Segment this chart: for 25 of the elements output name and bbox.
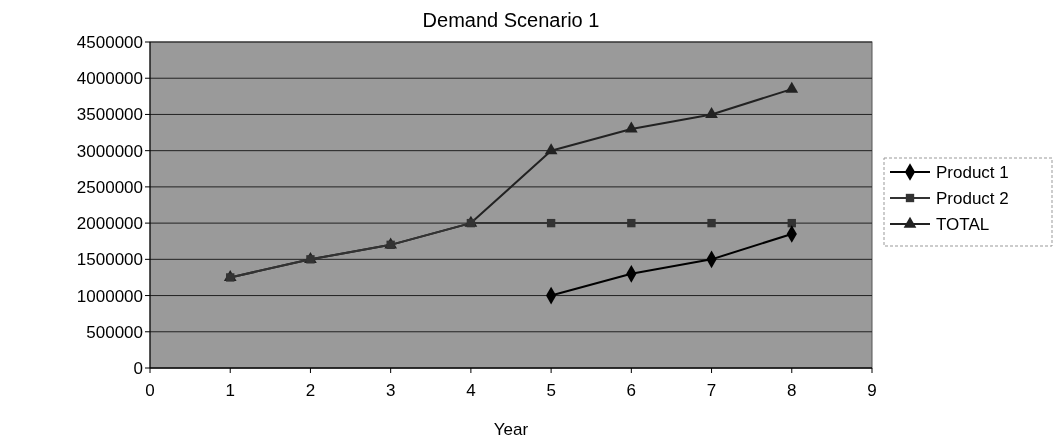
y-tick-label: 0: [133, 358, 143, 378]
y-tick-label: 2000000: [76, 214, 143, 234]
x-tick-label: 7: [706, 381, 717, 400]
x-tick-label: 4: [466, 381, 476, 400]
y-tick-label: 1500000: [76, 250, 143, 270]
x-tick-label: 0: [145, 381, 155, 400]
x-tick-label: 6: [626, 381, 637, 400]
x-tick-label: 1: [225, 381, 235, 400]
legend-label: Product 1: [936, 162, 1009, 182]
x-tick-label: 5: [546, 381, 556, 400]
y-tick-label: 500000: [86, 322, 143, 342]
x-tick-label: 2: [305, 381, 316, 400]
y-tick-label: 3000000: [76, 141, 143, 161]
y-tick-label: 1000000: [76, 286, 143, 306]
x-tick-label: 3: [385, 381, 396, 400]
y-tick-label: 4000000: [76, 69, 143, 89]
legend-label: TOTAL: [936, 214, 990, 234]
x-tick-label: 9: [867, 381, 877, 400]
x-tick-label: 8: [787, 381, 797, 400]
chart-title: Demand Scenario 1: [422, 9, 600, 31]
y-tick-label: 3500000: [76, 105, 143, 125]
y-tick-label: 2500000: [76, 177, 143, 197]
x-axis-title: Year: [493, 420, 529, 439]
y-tick-label: 4500000: [76, 32, 143, 52]
legend-label: Product 2: [936, 188, 1009, 208]
